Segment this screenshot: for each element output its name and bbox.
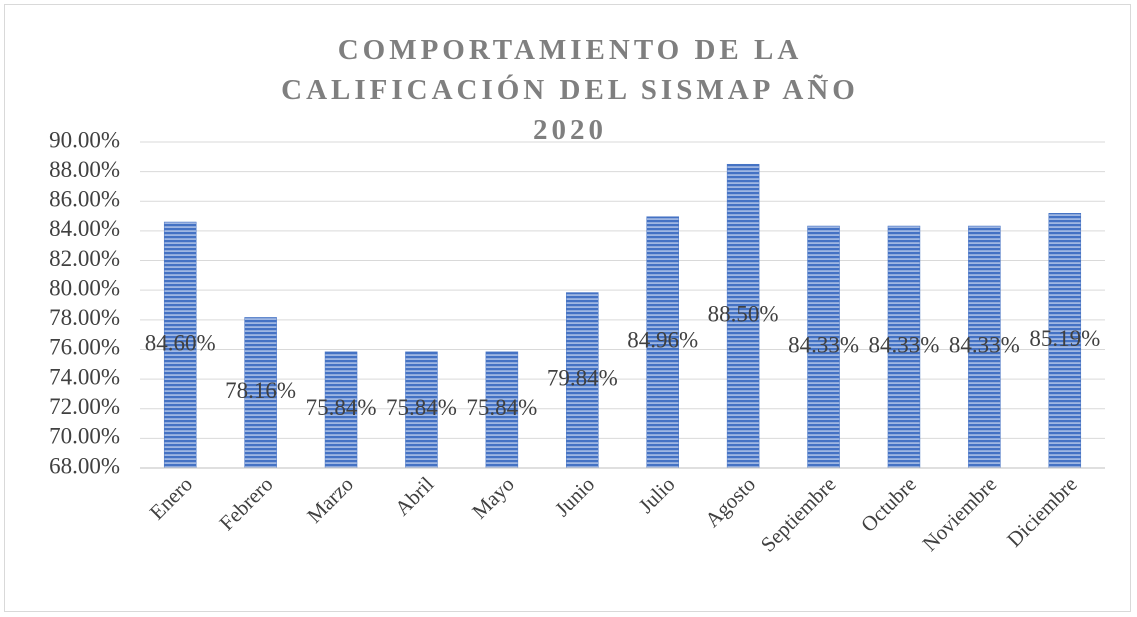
y-tick-label: 68.00%	[49, 453, 120, 478]
x-tick-label: Junio	[550, 472, 599, 521]
x-tick-label: Agosto	[700, 472, 760, 532]
bar	[646, 216, 679, 469]
data-label: 84.33%	[788, 332, 859, 357]
data-label: 85.19%	[1029, 326, 1100, 351]
bar	[324, 351, 358, 469]
y-tick-label: 72.00%	[49, 394, 120, 419]
data-label: 84.33%	[868, 332, 939, 357]
x-tick-label: Julio	[634, 472, 680, 518]
x-tick-label: Marzo	[302, 472, 358, 528]
x-tick-label: Mayo	[467, 472, 519, 524]
data-label: 78.16%	[225, 378, 296, 403]
y-tick-label: 76.00%	[49, 335, 120, 360]
data-label: 75.84%	[466, 395, 537, 420]
y-tick-label: 84.00%	[49, 216, 120, 241]
x-tick-label: Octubre	[856, 472, 921, 537]
data-label: 84.60%	[145, 330, 216, 355]
bar	[807, 225, 840, 469]
x-tick-label: Diciembre	[1002, 472, 1082, 552]
y-tick-label: 88.00%	[49, 157, 120, 182]
y-tick-label: 78.00%	[49, 305, 120, 330]
data-label: 84.33%	[949, 332, 1020, 357]
chart-frame	[4, 4, 1131, 612]
y-tick-label: 90.00%	[49, 127, 120, 152]
bar	[405, 351, 438, 469]
x-tick-label: Febrero	[214, 472, 277, 535]
x-tick-label: Abril	[390, 472, 438, 520]
bar	[163, 221, 197, 469]
x-tick-label: Septiembre	[756, 472, 841, 557]
bar	[887, 225, 921, 469]
y-tick-label: 70.00%	[49, 424, 120, 449]
data-label: 75.84%	[386, 395, 457, 420]
data-label: 79.84%	[547, 366, 618, 391]
bar	[244, 317, 277, 469]
bar	[566, 292, 599, 469]
data-label: 84.96%	[627, 328, 698, 353]
x-tick-label: Enero	[145, 472, 197, 524]
bar	[726, 163, 760, 469]
bar	[1048, 213, 1082, 469]
chart-title: COMPORTAMIENTO DE LA CALIFICACIÓN DEL SI…	[281, 34, 859, 146]
y-tick-label: 86.00%	[49, 187, 120, 212]
bar	[485, 351, 519, 469]
y-tick-label: 80.00%	[49, 275, 120, 300]
bar	[968, 225, 1001, 469]
data-label: 75.84%	[306, 395, 377, 420]
y-tick-label: 82.00%	[49, 246, 120, 271]
y-tick-label: 74.00%	[49, 364, 120, 389]
data-label: 88.50%	[708, 301, 779, 326]
x-tick-label: Noviembre	[918, 472, 1002, 556]
